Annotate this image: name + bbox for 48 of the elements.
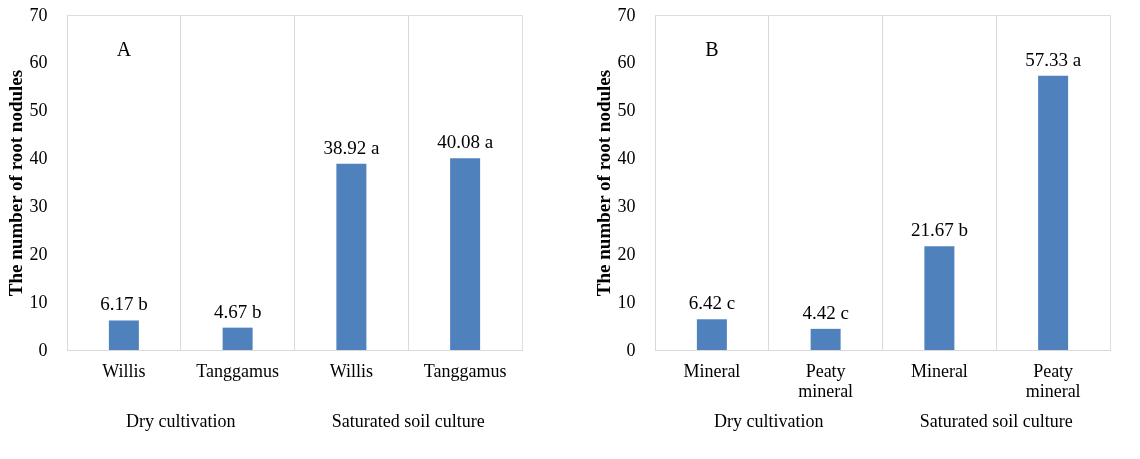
y-tick-label: 70 (617, 4, 636, 25)
x-tick-label: Peaty mineral (1025, 360, 1081, 401)
x-tick-label: Mineral (910, 360, 968, 381)
y-tick-label: 20 (29, 243, 48, 264)
y-axis-title: The number of root nodules (592, 69, 614, 297)
x-tick-label: Tanggamus (423, 360, 507, 381)
y-tick-label: 60 (617, 52, 636, 73)
data-label: 21.67 b (910, 219, 968, 241)
text: Dry cultivation (714, 411, 824, 431)
bar (924, 246, 955, 350)
bar (336, 163, 367, 350)
y-tick-label: 0 (38, 339, 48, 360)
y-tick-label: 10 (29, 291, 48, 312)
bar (450, 158, 481, 350)
data-label: 4.67 b (213, 300, 262, 322)
text: B (705, 38, 719, 60)
data-label: 57.33 a (1025, 48, 1082, 70)
text: Saturated soil culture (919, 411, 1073, 431)
data-label: 40.08 a (437, 131, 494, 153)
text: Dry cultivation (126, 411, 236, 431)
x-tick-label: Willis (329, 360, 374, 381)
y-tick-label: 40 (29, 148, 48, 169)
x-tick-label: Mineral (683, 360, 741, 381)
y-tick-label: 10 (617, 291, 636, 312)
data-label: 6.17 b (100, 293, 148, 315)
bar (1038, 75, 1069, 350)
y-tick-label: 30 (29, 195, 48, 216)
y-tick-label: 70 (29, 4, 48, 25)
y-tick-label: 20 (617, 243, 636, 264)
y-tick-label: 50 (29, 100, 48, 121)
text: A (116, 38, 132, 60)
data-label: 38.92 a (323, 136, 380, 158)
data-label: 6.42 c (688, 292, 736, 314)
y-tick-label: 40 (617, 148, 636, 169)
data-label: 4.42 c (802, 301, 849, 323)
x-tick-label: Peaty mineral (798, 360, 854, 401)
y-axis-title: The number of root nodules (4, 69, 26, 297)
y-tick-label: 0 (626, 339, 636, 360)
bar (108, 320, 139, 350)
bar (810, 328, 841, 350)
bar (696, 319, 727, 350)
y-tick-label: 50 (617, 100, 636, 121)
bar (222, 327, 253, 350)
y-tick-label: 30 (617, 195, 636, 216)
x-tick-label: Willis (102, 360, 146, 381)
y-tick-label: 60 (29, 52, 48, 73)
x-tick-label: Tanggamus (196, 360, 279, 381)
text: Saturated soil culture (331, 411, 485, 431)
